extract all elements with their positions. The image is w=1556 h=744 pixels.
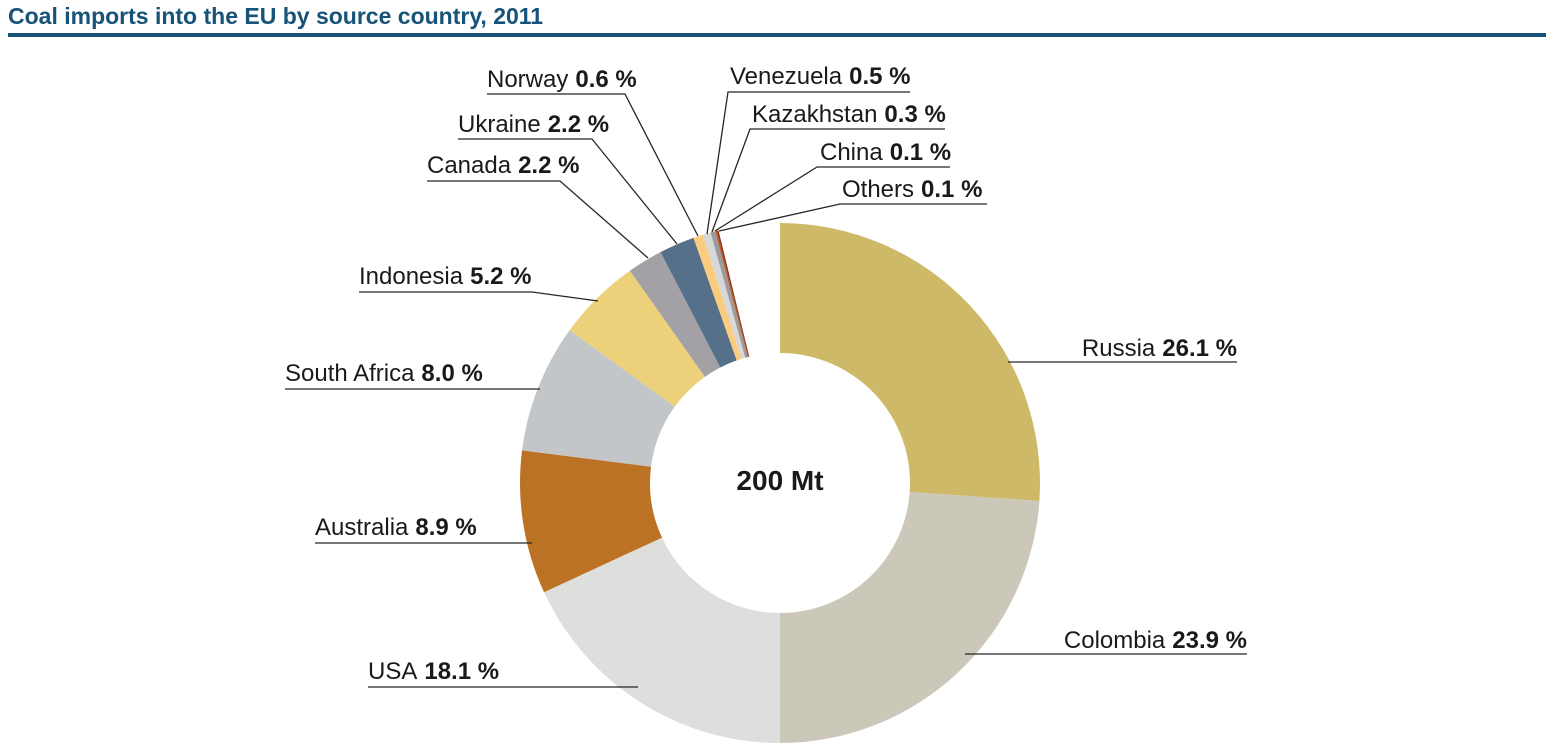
label-norway-name: Norway (487, 66, 568, 93)
leader-ukraine (458, 138, 678, 245)
slice-others (716, 230, 750, 357)
slice-colombia (780, 491, 1040, 743)
label-china: China 0.1 % (820, 139, 951, 166)
label-kazakhstan-value: 0.3 % (884, 101, 945, 128)
leader-kazakhstan (711, 128, 945, 233)
label-kazakhstan-name: Kazakhstan (752, 101, 877, 128)
label-australia-name: Australia (315, 514, 409, 541)
label-china-value: 0.1 % (890, 139, 951, 166)
label-south-africa-value: 8.0 % (421, 360, 482, 387)
leader-canada (427, 180, 649, 259)
label-norway-value: 0.6 % (575, 66, 636, 93)
label-russia-value: 26.1 % (1162, 335, 1237, 362)
leader-china (714, 166, 950, 232)
label-ukraine: Ukraine 2.2 % (458, 111, 609, 138)
donut-slices (519, 223, 1041, 743)
label-indonesia: Indonesia 5.2 % (359, 263, 531, 290)
leader-lines (285, 91, 1247, 688)
slice-ukraine (660, 237, 737, 368)
label-russia: Russia 26.1 % (1082, 335, 1237, 362)
label-norway: Norway 0.6 % (487, 66, 637, 93)
label-others-value: 0.1 % (921, 176, 982, 203)
slice-norway (693, 234, 742, 361)
label-australia: Australia 8.9 % (315, 514, 477, 541)
label-colombia-value: 23.9 % (1172, 627, 1247, 654)
slice-usa (544, 537, 780, 743)
leader-venezuela (706, 91, 910, 235)
label-canada-name: Canada (427, 152, 512, 179)
title-rule (8, 33, 1546, 37)
label-venezuela: Venezuela 0.5 % (730, 63, 910, 90)
label-australia-value: 8.9 % (415, 514, 476, 541)
label-russia-name: Russia (1082, 335, 1156, 362)
leader-norway (487, 93, 699, 237)
label-usa: USA 18.1 % (368, 658, 499, 685)
label-usa-value: 18.1 % (424, 658, 499, 685)
slice-labels: Russia 26.1 % Colombia 23.9 % USA 18.1 % Au… (285, 63, 1247, 685)
leader-others (718, 203, 987, 232)
label-south-africa-name: South Africa (285, 360, 415, 387)
label-venezuela-name: Venezuela (730, 63, 843, 90)
chart-title: Coal imports into the EU by source count… (8, 3, 544, 29)
slice-canada (629, 252, 721, 377)
label-china-name: China (820, 139, 883, 166)
label-colombia-name: Colombia (1064, 627, 1166, 654)
slice-russia (780, 223, 1041, 501)
slice-indonesia (569, 270, 705, 407)
label-indonesia-value: 5.2 % (470, 263, 531, 290)
slice-kazakhstan (710, 231, 748, 358)
label-usa-name: USA (368, 658, 417, 685)
label-others: Others 0.1 % (842, 176, 982, 203)
label-canada-value: 2.2 % (518, 152, 579, 179)
slice-south-africa (522, 330, 675, 467)
center-total-label: 200 Mt (736, 465, 823, 496)
label-indonesia-name: Indonesia (359, 263, 464, 290)
label-venezuela-value: 0.5 % (849, 63, 910, 90)
label-colombia: Colombia 23.9 % (1064, 627, 1247, 654)
slice-venezuela (702, 232, 746, 359)
leader-indonesia (359, 291, 599, 302)
slice-australia (519, 450, 663, 593)
label-kazakhstan: Kazakhstan 0.3 % (752, 101, 946, 128)
label-south-africa: South Africa 8.0 % (285, 360, 483, 387)
label-canada: Canada 2.2 % (427, 152, 579, 179)
slice-china (715, 230, 749, 358)
chart-header: Coal imports into the EU by source count… (8, 2, 1546, 37)
label-ukraine-name: Ukraine (458, 111, 541, 138)
label-ukraine-value: 2.2 % (548, 111, 609, 138)
label-others-name: Others (842, 176, 914, 203)
